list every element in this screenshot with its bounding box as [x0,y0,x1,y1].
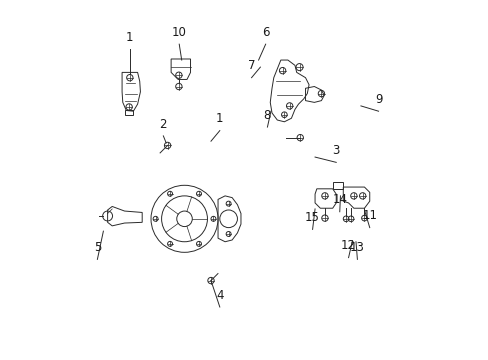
Text: 11: 11 [362,209,376,222]
Text: 10: 10 [171,26,186,39]
Text: 12: 12 [340,239,355,252]
Text: 13: 13 [349,241,364,254]
Text: 1: 1 [126,31,133,44]
Text: 9: 9 [374,93,382,106]
Text: 2: 2 [159,118,167,131]
Text: 5: 5 [94,241,101,254]
Text: 8: 8 [263,109,270,122]
Text: 7: 7 [247,59,255,72]
Text: 6: 6 [262,26,269,39]
Text: 4: 4 [216,289,223,302]
Text: 14: 14 [331,193,346,207]
Text: 15: 15 [305,211,319,224]
Text: 1: 1 [216,112,223,125]
Text: 3: 3 [332,144,339,157]
